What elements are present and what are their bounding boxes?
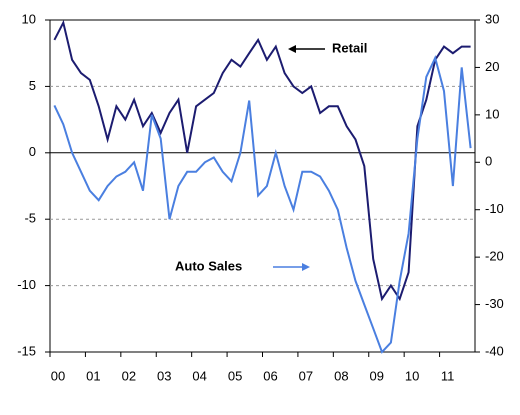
y-tick-label: -5 [24, 211, 36, 226]
y2-tick-label: 10 [485, 106, 499, 121]
y-tick-label: 10 [22, 11, 36, 26]
y2-tick-label: 30 [485, 11, 499, 26]
x-tick-label: 09 [370, 368, 384, 383]
x-tick-label: 02 [122, 368, 136, 383]
x-tick-label: 07 [299, 368, 313, 383]
y2-tick-label: -20 [485, 249, 504, 264]
y2-tick-label: 20 [485, 59, 499, 74]
y-tick-label: -10 [17, 277, 36, 292]
y2-tick-label: -10 [485, 201, 504, 216]
x-tick-label: 03 [157, 368, 171, 383]
x-tick-label: 05 [228, 368, 242, 383]
x-tick-label: 00 [51, 368, 65, 383]
x-tick-label: 08 [334, 368, 348, 383]
y-tick-label: 0 [29, 144, 36, 159]
arrow-head [288, 45, 296, 53]
annotation: Retail [332, 40, 367, 55]
x-tick-label: 01 [86, 368, 100, 383]
plot-area [49, 19, 476, 353]
x-tick-label: 06 [263, 368, 277, 383]
y-tick-label: 5 [29, 78, 36, 93]
y-tick-label: -15 [17, 343, 36, 358]
y2-tick-label: -40 [485, 343, 504, 358]
y2-tick-label: 0 [485, 154, 492, 169]
x-tick-label: 04 [192, 368, 206, 383]
arrow-head [302, 263, 310, 271]
annotation: Auto Sales [175, 258, 242, 273]
series-line [53, 54, 472, 354]
x-tick-label: 11 [441, 368, 455, 383]
y2-tick-label: -30 [485, 296, 504, 311]
x-tick-label: 10 [405, 368, 419, 383]
series-line [53, 19, 471, 302]
